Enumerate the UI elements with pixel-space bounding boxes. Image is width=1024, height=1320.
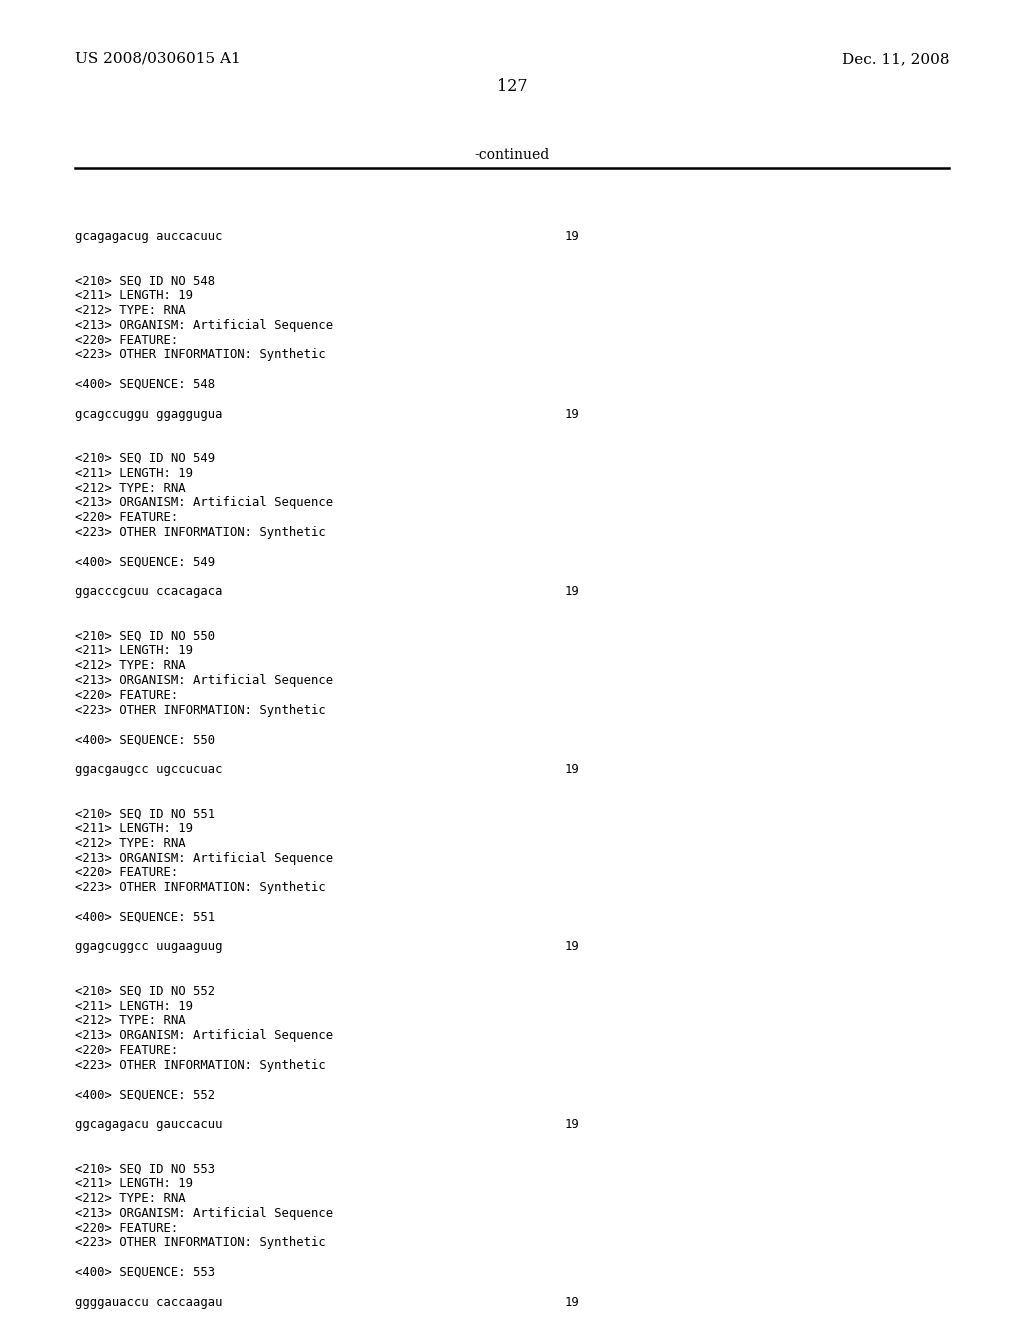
Text: 19: 19 bbox=[565, 230, 580, 243]
Text: <211> LENGTH: 19: <211> LENGTH: 19 bbox=[75, 644, 193, 657]
Text: <213> ORGANISM: Artificial Sequence: <213> ORGANISM: Artificial Sequence bbox=[75, 675, 333, 686]
Text: <211> LENGTH: 19: <211> LENGTH: 19 bbox=[75, 289, 193, 302]
Text: <223> OTHER INFORMATION: Synthetic: <223> OTHER INFORMATION: Synthetic bbox=[75, 1059, 326, 1072]
Text: <223> OTHER INFORMATION: Synthetic: <223> OTHER INFORMATION: Synthetic bbox=[75, 882, 326, 894]
Text: <210> SEQ ID NO 549: <210> SEQ ID NO 549 bbox=[75, 451, 215, 465]
Text: <211> LENGTH: 19: <211> LENGTH: 19 bbox=[75, 1177, 193, 1191]
Text: ggacgaugcc ugccucuac: ggacgaugcc ugccucuac bbox=[75, 763, 222, 776]
Text: ggcagagacu gauccacuu: ggcagagacu gauccacuu bbox=[75, 1118, 222, 1131]
Text: <213> ORGANISM: Artificial Sequence: <213> ORGANISM: Artificial Sequence bbox=[75, 1030, 333, 1043]
Text: 19: 19 bbox=[565, 940, 580, 953]
Text: <213> ORGANISM: Artificial Sequence: <213> ORGANISM: Artificial Sequence bbox=[75, 1206, 333, 1220]
Text: <220> FEATURE:: <220> FEATURE: bbox=[75, 334, 178, 347]
Text: <211> LENGTH: 19: <211> LENGTH: 19 bbox=[75, 822, 193, 836]
Text: <212> TYPE: RNA: <212> TYPE: RNA bbox=[75, 837, 185, 850]
Text: <400> SEQUENCE: 549: <400> SEQUENCE: 549 bbox=[75, 556, 215, 569]
Text: <400> SEQUENCE: 552: <400> SEQUENCE: 552 bbox=[75, 1089, 215, 1101]
Text: gcagagacug auccacuuc: gcagagacug auccacuuc bbox=[75, 230, 222, 243]
Text: <213> ORGANISM: Artificial Sequence: <213> ORGANISM: Artificial Sequence bbox=[75, 851, 333, 865]
Text: <220> FEATURE:: <220> FEATURE: bbox=[75, 1044, 178, 1057]
Text: ggacccgcuu ccacagaca: ggacccgcuu ccacagaca bbox=[75, 585, 222, 598]
Text: <223> OTHER INFORMATION: Synthetic: <223> OTHER INFORMATION: Synthetic bbox=[75, 348, 326, 362]
Text: <220> FEATURE:: <220> FEATURE: bbox=[75, 689, 178, 702]
Text: <210> SEQ ID NO 550: <210> SEQ ID NO 550 bbox=[75, 630, 215, 643]
Text: <212> TYPE: RNA: <212> TYPE: RNA bbox=[75, 1014, 185, 1027]
Text: <212> TYPE: RNA: <212> TYPE: RNA bbox=[75, 659, 185, 672]
Text: <220> FEATURE:: <220> FEATURE: bbox=[75, 1221, 178, 1234]
Text: 19: 19 bbox=[565, 763, 580, 776]
Text: <212> TYPE: RNA: <212> TYPE: RNA bbox=[75, 304, 185, 317]
Text: <210> SEQ ID NO 552: <210> SEQ ID NO 552 bbox=[75, 985, 215, 998]
Text: <220> FEATURE:: <220> FEATURE: bbox=[75, 866, 178, 879]
Text: <212> TYPE: RNA: <212> TYPE: RNA bbox=[75, 1192, 185, 1205]
Text: <212> TYPE: RNA: <212> TYPE: RNA bbox=[75, 482, 185, 495]
Text: <220> FEATURE:: <220> FEATURE: bbox=[75, 511, 178, 524]
Text: <213> ORGANISM: Artificial Sequence: <213> ORGANISM: Artificial Sequence bbox=[75, 319, 333, 331]
Text: <211> LENGTH: 19: <211> LENGTH: 19 bbox=[75, 999, 193, 1012]
Text: <223> OTHER INFORMATION: Synthetic: <223> OTHER INFORMATION: Synthetic bbox=[75, 1237, 326, 1250]
Text: 19: 19 bbox=[565, 1296, 580, 1308]
Text: <400> SEQUENCE: 550: <400> SEQUENCE: 550 bbox=[75, 733, 215, 746]
Text: gcagccuggu ggaggugua: gcagccuggu ggaggugua bbox=[75, 408, 222, 421]
Text: ggagcuggcc uugaaguug: ggagcuggcc uugaaguug bbox=[75, 940, 222, 953]
Text: Dec. 11, 2008: Dec. 11, 2008 bbox=[842, 51, 949, 66]
Text: <400> SEQUENCE: 553: <400> SEQUENCE: 553 bbox=[75, 1266, 215, 1279]
Text: <223> OTHER INFORMATION: Synthetic: <223> OTHER INFORMATION: Synthetic bbox=[75, 704, 326, 717]
Text: 127: 127 bbox=[497, 78, 527, 95]
Text: <210> SEQ ID NO 553: <210> SEQ ID NO 553 bbox=[75, 1163, 215, 1175]
Text: 19: 19 bbox=[565, 408, 580, 421]
Text: -continued: -continued bbox=[474, 148, 550, 162]
Text: <211> LENGTH: 19: <211> LENGTH: 19 bbox=[75, 467, 193, 479]
Text: 19: 19 bbox=[565, 1118, 580, 1131]
Text: US 2008/0306015 A1: US 2008/0306015 A1 bbox=[75, 51, 241, 66]
Text: <400> SEQUENCE: 548: <400> SEQUENCE: 548 bbox=[75, 378, 215, 391]
Text: <210> SEQ ID NO 548: <210> SEQ ID NO 548 bbox=[75, 275, 215, 288]
Text: <210> SEQ ID NO 551: <210> SEQ ID NO 551 bbox=[75, 808, 215, 820]
Text: <400> SEQUENCE: 551: <400> SEQUENCE: 551 bbox=[75, 911, 215, 924]
Text: ggggauaccu caccaagau: ggggauaccu caccaagau bbox=[75, 1296, 222, 1308]
Text: <223> OTHER INFORMATION: Synthetic: <223> OTHER INFORMATION: Synthetic bbox=[75, 525, 326, 539]
Text: 19: 19 bbox=[565, 585, 580, 598]
Text: <213> ORGANISM: Artificial Sequence: <213> ORGANISM: Artificial Sequence bbox=[75, 496, 333, 510]
